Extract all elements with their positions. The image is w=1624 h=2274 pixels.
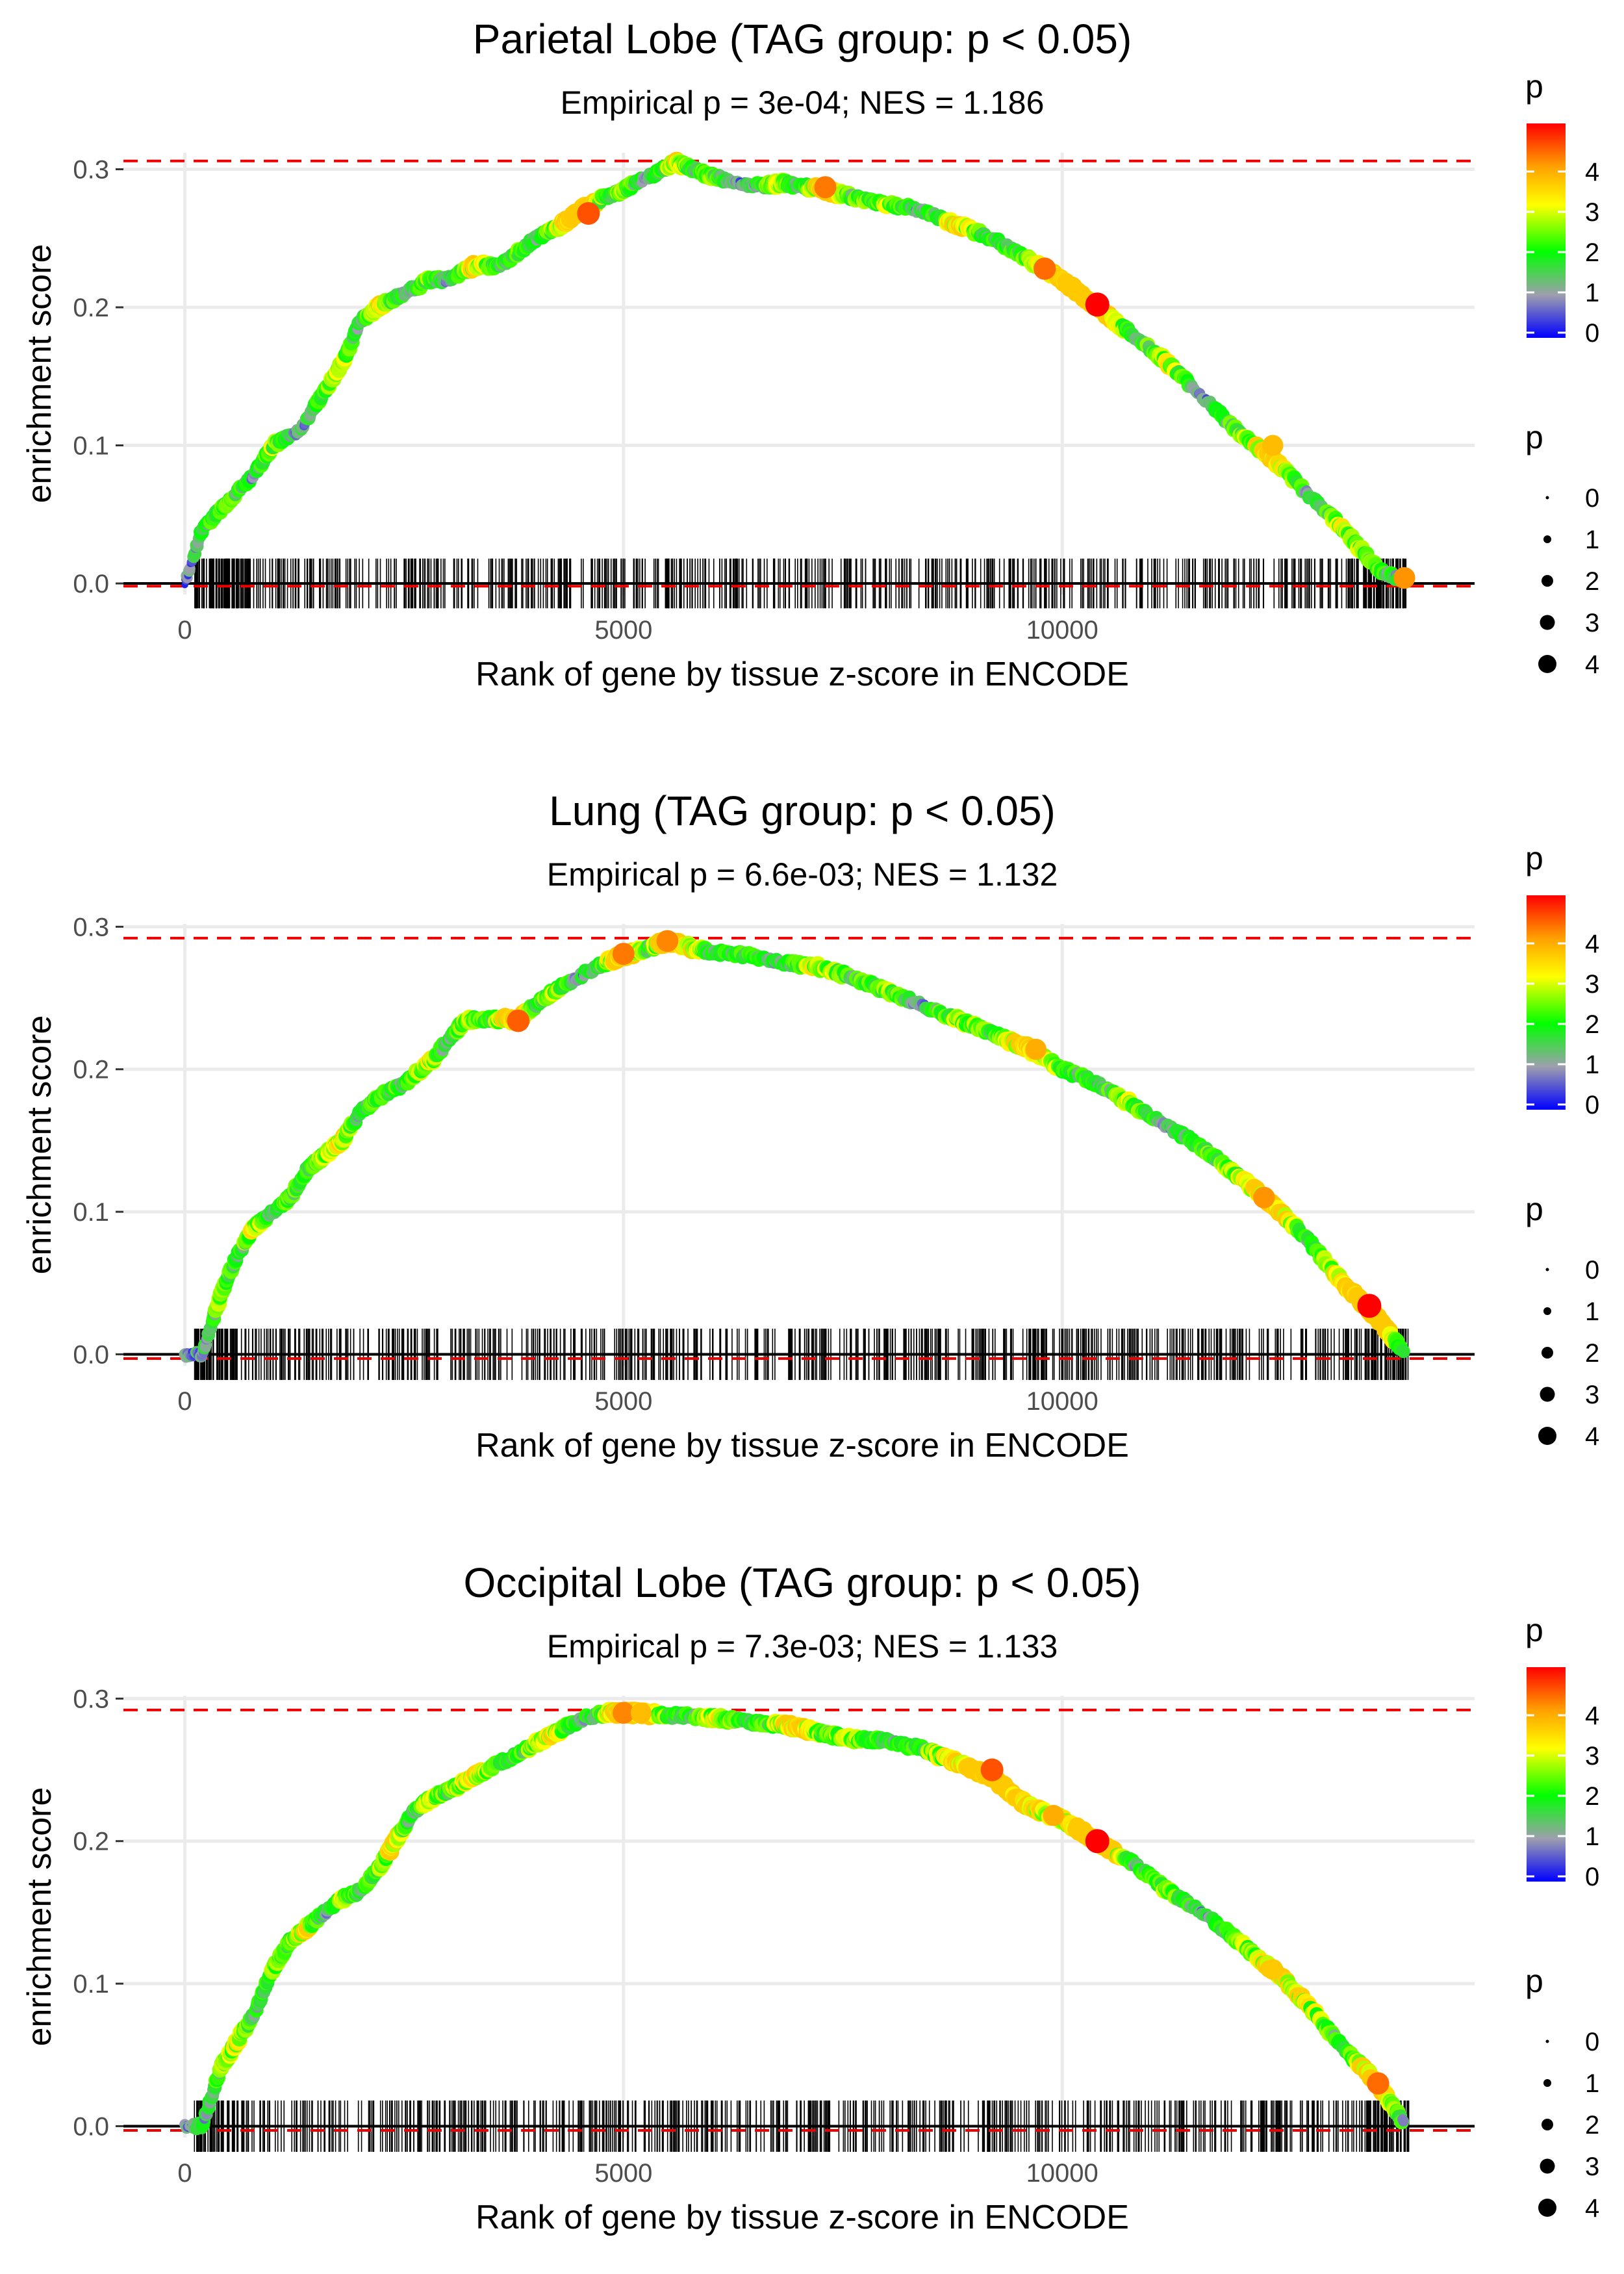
color-legend-label: 2 (1585, 238, 1599, 267)
x-tick-label: 10000 (1026, 616, 1098, 645)
running-es-curve (181, 151, 1410, 589)
color-legend-label: 0 (1585, 1091, 1599, 1119)
size-legend-dot (1540, 615, 1555, 630)
size-legend-label: 4 (1585, 1422, 1599, 1451)
y-tick-label: 0.0 (73, 570, 109, 598)
highlight-point (1085, 292, 1110, 317)
size-legend-title: p (1525, 1191, 1543, 1227)
size-legend-title: p (1525, 419, 1543, 455)
y-axis-title: enrichment score (21, 1016, 58, 1275)
size-legend-dot (1543, 535, 1551, 543)
highlight-point (1025, 1038, 1047, 1060)
color-legend-label: 4 (1585, 930, 1599, 958)
highlight-point (1393, 567, 1415, 589)
size-legend-dot (1542, 1347, 1553, 1359)
size-legend-dot (1543, 1307, 1551, 1315)
color-legend-label: 1 (1585, 1051, 1599, 1079)
color-legend-label: 2 (1585, 1010, 1599, 1039)
color-legend-title: p (1525, 840, 1543, 876)
chart-title: Parietal Lobe (TAG group: p < 0.05) (473, 16, 1132, 62)
size-legend-dot (1542, 575, 1553, 587)
color-legend-label: 3 (1585, 970, 1599, 999)
highlight-point (577, 201, 600, 225)
x-tick-label: 5000 (594, 1387, 652, 1416)
y-tick-label: 0.3 (73, 1685, 109, 1713)
color-legend-label: 1 (1585, 279, 1599, 307)
size-legend-dot (1538, 655, 1556, 673)
chart-subtitle: Empirical p = 6.6e-03; NES = 1.132 (547, 856, 1058, 893)
y-tick-label: 0.3 (73, 156, 109, 185)
chart-panel-3: Occipital Lobe (TAG group: p < 0.05) Empi… (21, 1559, 1599, 2236)
x-axis-title: Rank of gene by tissue z-score in ENCODE (476, 2199, 1129, 2236)
highlight-point (656, 930, 679, 952)
highlight-point (507, 1009, 530, 1032)
size-legend-label: 3 (1585, 1381, 1599, 1409)
y-tick-label: 0.0 (73, 1340, 109, 1369)
color-legend-title: p (1525, 68, 1543, 105)
chart-subtitle: Empirical p = 3e-04; NES = 1.186 (561, 84, 1045, 121)
y-tick-label: 0.2 (73, 1828, 109, 1856)
y-tick-label: 0.1 (73, 1970, 109, 1999)
x-tick-label: 10000 (1026, 2159, 1098, 2188)
color-legend-label: 4 (1585, 158, 1599, 186)
color-legend-label: 3 (1585, 198, 1599, 227)
y-tick-label: 0.2 (73, 1056, 109, 1084)
size-legend-dot (1538, 1427, 1556, 1445)
highlight-point (814, 176, 837, 199)
y-tick-label: 0.1 (73, 1198, 109, 1227)
color-bar (1527, 895, 1566, 1110)
chart-panel-2: Lung (TAG group: p < 0.05) Empirical p = … (21, 787, 1599, 1464)
y-tick-label: 0.2 (73, 294, 109, 322)
y-tick-label: 0.0 (73, 2112, 109, 2141)
size-legend-label: 3 (1585, 609, 1599, 637)
color-legend-label: 0 (1585, 319, 1599, 348)
y-axis-title: enrichment score (21, 1787, 58, 2047)
es-point (1397, 1344, 1410, 1359)
size-legend-dot (1540, 1386, 1555, 1402)
size-legend-label: 1 (1585, 526, 1599, 554)
chart-panel-1: Parietal Lobe (TAG group: p < 0.05) Empir… (21, 16, 1599, 693)
legend: p 0 1 2 3 4 p 0 1 2 3 4 (1525, 68, 1599, 679)
x-axis-title: Rank of gene by tissue z-score in ENCODE (476, 1427, 1129, 1464)
size-legend-dot (1545, 1268, 1549, 1271)
color-bar (1527, 123, 1566, 338)
x-tick-label: 5000 (594, 2159, 652, 2188)
highlight-point (1034, 257, 1056, 280)
x-tick-label: 0 (177, 2159, 192, 2188)
size-legend-label: 2 (1585, 567, 1599, 596)
x-tick-label: 0 (177, 1387, 192, 1416)
size-legend-label: 4 (1585, 650, 1599, 679)
size-legend-label: 1 (1585, 1297, 1599, 1326)
running-es-curve (179, 1701, 1410, 2136)
y-axis-title: enrichment score (21, 244, 58, 504)
chart-subtitle: Empirical p = 7.3e-03; NES = 1.133 (547, 1628, 1058, 1665)
x-axis-title: Rank of gene by tissue z-score in ENCODE (476, 656, 1129, 693)
size-legend-label: 0 (1585, 484, 1599, 513)
size-legend-dot (1545, 496, 1549, 500)
running-es-curve (179, 930, 1410, 1363)
chart-title: Occipital Lobe (TAG group: p < 0.05) (464, 1559, 1141, 1606)
size-legend-label: 2 (1585, 1339, 1599, 1368)
highlight-point (612, 943, 635, 965)
highlight-point (1253, 1186, 1275, 1208)
x-tick-label: 10000 (1026, 1387, 1098, 1416)
x-tick-label: 5000 (594, 616, 652, 645)
y-tick-label: 0.1 (73, 432, 109, 461)
highlight-point (1357, 1294, 1382, 1318)
legend: p 0 1 2 3 4 p 0 1 2 3 4 (1525, 840, 1599, 1451)
size-legend-label: 0 (1585, 1256, 1599, 1284)
y-tick-label: 0.3 (73, 913, 109, 941)
highlight-point (1262, 435, 1284, 456)
x-tick-label: 0 (177, 616, 192, 645)
chart-title: Lung (TAG group: p < 0.05) (549, 787, 1056, 834)
